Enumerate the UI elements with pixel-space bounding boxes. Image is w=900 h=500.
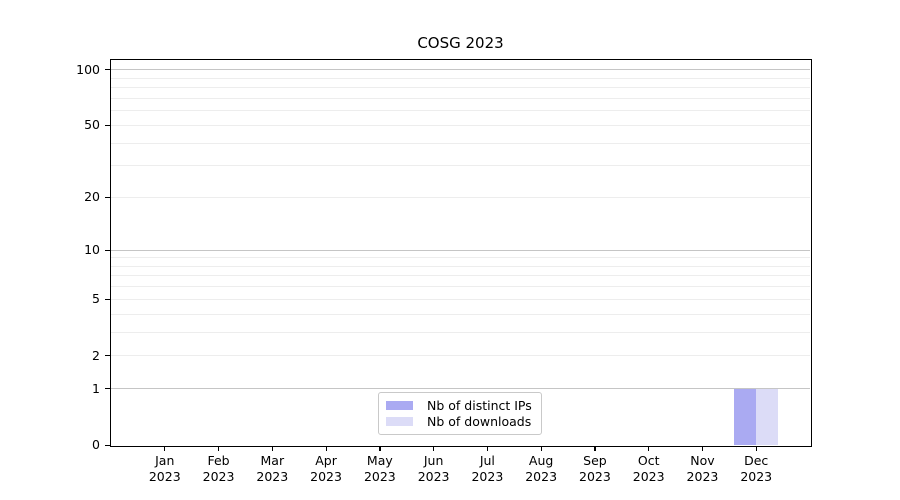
minor-gridline (111, 124, 810, 126)
x-tick-label: Mar 2023 (242, 453, 302, 485)
x-tick-label-line: Nov (690, 453, 715, 468)
x-tick-label: Jan 2023 (135, 453, 195, 485)
x-tick-label-line: 2023 (256, 469, 289, 484)
x-tick-label-line: 2023 (417, 469, 450, 484)
chart-title: COSG 2023 (417, 34, 504, 52)
legend-item: Nb of distinct IPs (386, 397, 532, 413)
x-tick-label: May 2023 (350, 453, 410, 485)
x-tick-label: Sep 2023 (565, 453, 625, 485)
legend-item: Nb of downloads (386, 413, 532, 429)
minor-gridline (111, 142, 810, 144)
legend-swatch (386, 400, 413, 410)
x-tick-label-line: Oct (637, 453, 660, 468)
x-tick-label: Oct 2023 (619, 453, 679, 485)
y-tick-mark (105, 69, 110, 71)
minor-gridline (111, 298, 810, 300)
x-tick-label-line: 2023 (525, 469, 558, 484)
x-tick-label: Apr 2023 (296, 453, 356, 485)
y-tick-label: 1 (92, 380, 100, 396)
minor-gridline (111, 165, 810, 167)
x-tick-mark (164, 446, 166, 451)
minor-gridline (111, 110, 810, 112)
y-tick-label: 100 (76, 61, 100, 77)
x-tick-label-line: 2023 (632, 469, 665, 484)
x-tick-mark (271, 446, 273, 451)
y-tick-mark (105, 388, 110, 390)
bar-nb-of-downloads (756, 388, 779, 445)
minor-gridline (111, 196, 810, 198)
y-tick-label: 10 (84, 242, 100, 258)
legend: Nb of distinct IPs Nb of downloads (378, 392, 542, 435)
x-tick-mark (379, 446, 381, 451)
y-tick-mark (105, 444, 110, 446)
major-gridline (111, 388, 810, 390)
y-tick-mark (105, 298, 110, 301)
minor-gridline (111, 265, 810, 267)
x-tick-label-line: Feb (207, 453, 230, 468)
x-tick-label-line: 2023 (363, 469, 396, 484)
minor-gridline (111, 313, 810, 315)
minor-gridline (111, 97, 810, 99)
x-tick-label-line: Aug (528, 453, 554, 468)
y-tick-mark (105, 124, 110, 127)
x-tick-mark (325, 446, 327, 451)
minor-gridline (111, 286, 810, 288)
y-tick-label: 0 (92, 437, 100, 452)
x-tick-label-line: 2023 (202, 469, 235, 484)
x-tick-label-line: Apr (315, 453, 337, 468)
major-gridline (111, 249, 810, 251)
x-tick-label-line: 2023 (471, 469, 504, 484)
bar-nb-of-distinct-ips (734, 388, 757, 445)
minor-gridline (111, 331, 810, 333)
minor-gridline (111, 77, 810, 79)
x-tick-label: Aug 2023 (511, 453, 571, 485)
x-tick-label: Jun 2023 (404, 453, 464, 485)
x-tick-label-line: Jul (479, 453, 495, 468)
x-tick-label: Dec 2023 (726, 453, 786, 485)
x-tick-label-line: Dec (744, 453, 769, 468)
x-tick-label: Feb 2023 (189, 453, 249, 485)
x-tick-label-line: 2023 (686, 469, 719, 484)
minor-gridline (111, 355, 810, 357)
x-tick-mark (433, 446, 435, 451)
x-tick-label-line: Jan (155, 453, 175, 468)
x-tick-label-line: Mar (260, 453, 285, 468)
x-tick-mark (701, 446, 704, 451)
x-tick-label-line: Jun (423, 453, 444, 468)
x-tick-label: Jul 2023 (457, 453, 517, 485)
x-tick-label-line: 2023 (579, 469, 611, 484)
x-tick-label: Nov 2023 (672, 453, 732, 485)
x-tick-mark (486, 446, 489, 451)
y-tick-mark (105, 355, 110, 357)
x-tick-label-line: May (366, 453, 393, 468)
y-tick-label: 5 (92, 291, 100, 307)
y-tick-mark (105, 196, 110, 199)
x-tick-mark (594, 446, 596, 451)
major-gridline (111, 69, 810, 71)
x-tick-mark (218, 446, 220, 451)
y-tick-label: 20 (84, 189, 100, 205)
y-tick-label: 2 (92, 347, 100, 363)
x-tick-label-line: Sep (583, 453, 607, 468)
x-tick-label-line: 2023 (740, 469, 773, 484)
x-tick-mark (540, 446, 542, 451)
x-tick-label-line: 2023 (310, 469, 342, 484)
plot-area (111, 60, 810, 445)
minor-gridline (111, 275, 810, 277)
x-tick-label-line: 2023 (148, 469, 181, 484)
x-tick-mark (648, 446, 650, 451)
legend-label: Nb of distinct IPs (427, 397, 532, 413)
y-tick-label: 50 (84, 117, 100, 133)
legend-label: Nb of downloads (427, 413, 532, 429)
x-tick-mark (755, 446, 757, 451)
minor-gridline (111, 87, 810, 89)
legend-swatch (386, 416, 413, 426)
minor-gridline (111, 257, 810, 259)
y-tick-mark (105, 249, 110, 251)
